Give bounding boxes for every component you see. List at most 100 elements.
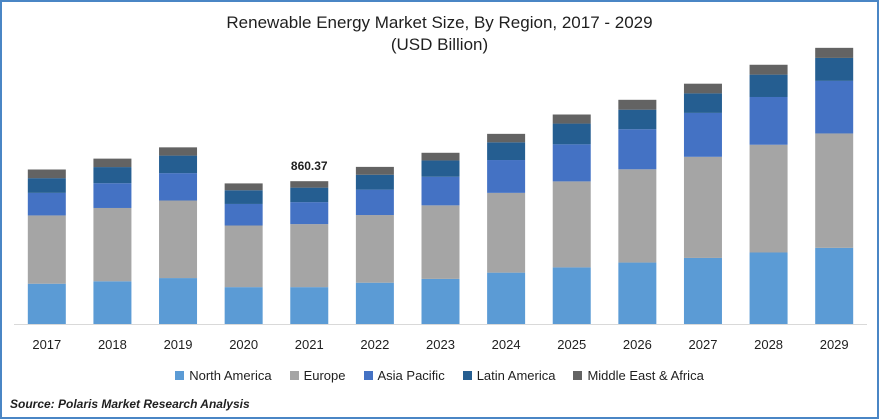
bar-segment-latin-america-2025 <box>552 123 591 145</box>
bar-segment-asia-pacific-2029 <box>815 80 854 134</box>
bar-segment-europe-2021 <box>290 224 329 288</box>
bar-segment-north-america-2019 <box>159 278 198 324</box>
bar-segment-europe-2026 <box>618 169 657 263</box>
bar-segment-latin-america-2024 <box>487 142 526 161</box>
x-tick-label-2024: 2024 <box>492 337 521 352</box>
bar-segment-asia-pacific-2019 <box>159 173 198 201</box>
x-tick-label-2019: 2019 <box>164 337 193 352</box>
bar-segment-middle-east-africa-2017 <box>27 169 66 179</box>
bar-segment-north-america-2025 <box>552 267 591 324</box>
legend-label-middle-east-africa: Middle East & Africa <box>587 368 704 383</box>
bar-segment-asia-pacific-2020 <box>224 203 263 226</box>
bar-segment-europe-2028 <box>749 144 788 253</box>
chart-legend: North America Europe Asia Pacific Latin Ame… <box>2 368 877 383</box>
chart-title-block: Renewable Energy Market Size, By Region,… <box>2 12 877 56</box>
x-tick-label-2026: 2026 <box>623 337 652 352</box>
source-note: Source: Polaris Market Research Analysis <box>10 397 250 411</box>
legend-item-europe: Europe <box>289 368 346 383</box>
bar-segment-latin-america-2021 <box>290 187 329 203</box>
bar-segment-middle-east-africa-2029 <box>815 47 854 58</box>
legend-label-asia-pacific: Asia Pacific <box>377 368 445 383</box>
bar-segment-latin-america-2019 <box>159 155 198 174</box>
bar-segment-europe-2029 <box>815 133 854 248</box>
bar-segment-europe-2025 <box>552 181 591 268</box>
chart-subtitle: (USD Billion) <box>390 35 489 54</box>
bar-segment-middle-east-africa-2026 <box>618 99 657 110</box>
bar-segment-latin-america-2020 <box>224 190 263 204</box>
bar-segment-north-america-2017 <box>27 283 66 324</box>
bar-segment-middle-east-africa-2023 <box>421 152 460 161</box>
bar-segment-north-america-2022 <box>355 282 394 324</box>
bar-segment-europe-2023 <box>421 205 460 279</box>
bar-segment-latin-america-2022 <box>355 174 394 190</box>
bar-segment-asia-pacific-2026 <box>618 129 657 170</box>
bar-segment-asia-pacific-2022 <box>355 189 394 216</box>
legend-swatch-middle-east-africa <box>573 371 583 380</box>
stacked-bar-chart: 2017 2018 2019 2020 2021 860.37 2022 2023 2024 20… <box>14 47 867 352</box>
bar-segment-europe-2027 <box>683 156 722 258</box>
bar-segment-latin-america-2018 <box>93 167 132 184</box>
bar-segment-europe-2020 <box>224 225 263 288</box>
x-tick-label-2029: 2029 <box>820 337 849 352</box>
bar-segment-asia-pacific-2025 <box>552 144 591 182</box>
bar-segment-asia-pacific-2021 <box>290 202 329 225</box>
bar-segment-latin-america-2023 <box>421 160 460 177</box>
bar-segment-latin-america-2029 <box>815 57 854 81</box>
bar-segment-north-america-2018 <box>93 281 132 324</box>
bar-segment-latin-america-2028 <box>749 74 788 97</box>
bar-segment-middle-east-africa-2028 <box>749 64 788 75</box>
bar-segment-latin-america-2026 <box>618 109 657 130</box>
legend-swatch-latin-america <box>462 371 472 380</box>
bar-segment-asia-pacific-2027 <box>683 112 722 157</box>
x-tick-label-2025: 2025 <box>557 337 586 352</box>
bar-segment-middle-east-africa-2018 <box>93 158 132 168</box>
bar-segment-middle-east-africa-2024 <box>487 133 526 143</box>
legend-swatch-europe <box>289 371 299 380</box>
bar-segment-middle-east-africa-2027 <box>683 83 722 94</box>
x-tick-label-2023: 2023 <box>426 337 455 352</box>
x-tick-label-2027: 2027 <box>689 337 718 352</box>
bar-segment-latin-america-2017 <box>27 178 66 193</box>
data-label-2021: 860.37 <box>291 159 328 173</box>
bar-segment-asia-pacific-2028 <box>749 96 788 145</box>
x-tick-label-2021: 2021 <box>295 337 324 352</box>
bar-segment-north-america-2024 <box>487 272 526 324</box>
bar-segment-middle-east-africa-2022 <box>355 166 394 175</box>
bar-segment-north-america-2020 <box>224 287 263 324</box>
bar-segment-middle-east-africa-2020 <box>224 183 263 191</box>
x-tick-label-2020: 2020 <box>229 337 258 352</box>
bar-segment-asia-pacific-2024 <box>487 160 526 193</box>
bar-segment-north-america-2023 <box>421 278 460 324</box>
bar-segment-middle-east-africa-2021 <box>290 181 329 188</box>
bar-segment-north-america-2026 <box>618 262 657 324</box>
legend-label-europe: Europe <box>303 368 346 383</box>
x-tick-label-2022: 2022 <box>360 337 389 352</box>
bar-segment-north-america-2029 <box>815 247 854 324</box>
legend-label-latin-america: Latin America <box>476 368 556 383</box>
bar-segment-asia-pacific-2018 <box>93 183 132 208</box>
bar-segment-north-america-2021 <box>290 287 329 324</box>
x-tick-label-2018: 2018 <box>98 337 127 352</box>
bar-segment-middle-east-africa-2019 <box>159 147 198 156</box>
bar-segment-europe-2018 <box>93 207 132 282</box>
legend-swatch-north-america <box>175 371 185 380</box>
bar-segment-latin-america-2027 <box>683 93 722 113</box>
bar-segment-asia-pacific-2017 <box>27 192 66 216</box>
bar-segment-europe-2017 <box>27 215 66 284</box>
chart-title: Renewable Energy Market Size, By Region,… <box>226 13 653 32</box>
legend-item-latin-america: Latin America <box>462 368 556 383</box>
bar-segment-europe-2019 <box>159 200 198 279</box>
bar-segment-europe-2022 <box>355 215 394 283</box>
legend-swatch-asia-pacific <box>363 371 373 380</box>
legend-item-north-america: North America <box>175 368 272 383</box>
x-tick-label-2028: 2028 <box>754 337 783 352</box>
bar-segment-asia-pacific-2023 <box>421 176 460 206</box>
bar-segment-north-america-2027 <box>683 257 722 324</box>
bar-segment-north-america-2028 <box>749 252 788 324</box>
legend-label-north-america: North America <box>189 368 272 383</box>
x-tick-label-2017: 2017 <box>32 337 61 352</box>
legend-item-asia-pacific: Asia Pacific <box>363 368 445 383</box>
bar-segment-europe-2024 <box>487 192 526 273</box>
legend-item-middle-east-africa: Middle East & Africa <box>573 368 704 383</box>
